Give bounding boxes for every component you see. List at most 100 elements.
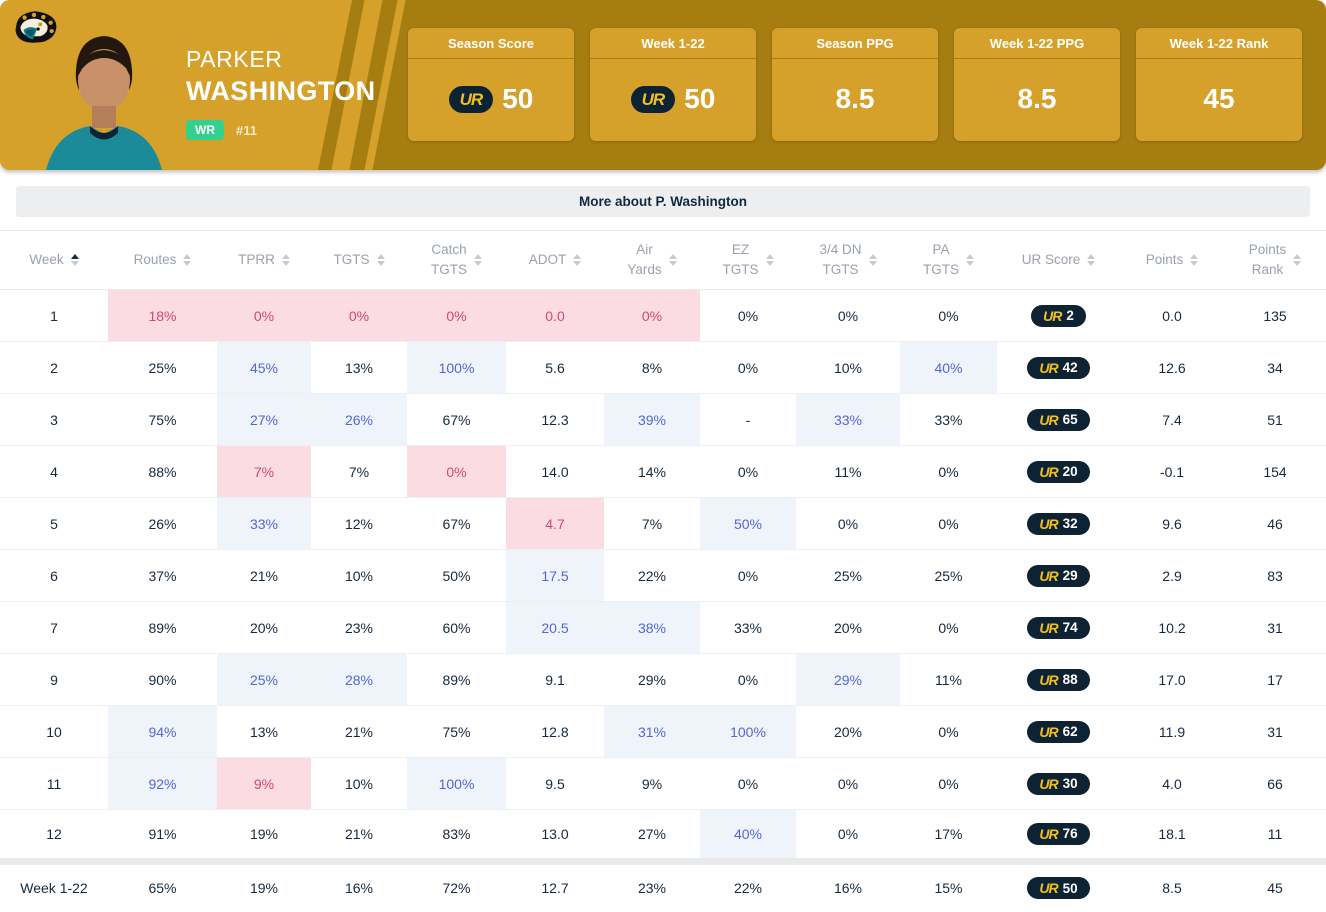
table-header-row: Week Routes TPRR TGTS Catch TGTS ADOT Air Yards E… [0, 230, 1326, 290]
cell-pa_tgts: 40% [900, 341, 997, 394]
cell-routes: 89% [108, 601, 217, 654]
player-header-banner: PARKER WASHINGTON WR #11 Season Score UR… [0, 0, 1326, 170]
ur-logo-icon: UR [1039, 359, 1058, 376]
cell-tgts: 12% [311, 497, 407, 550]
column-header-points_rank[interactable]: Points Rank [1224, 230, 1326, 290]
cell-tprr: 19% [217, 809, 311, 862]
cell-catch_tgts: 50% [407, 549, 506, 602]
column-header-tgts[interactable]: TGTS [311, 230, 407, 290]
cell-ur_score: UR 29 [997, 549, 1120, 602]
cell-air_yards: 14% [604, 445, 700, 498]
cell-adot: 0.0 [506, 289, 604, 342]
cell-catch_tgts: 100% [407, 757, 506, 810]
column-header-ez_tgts[interactable]: EZ TGTS [700, 230, 796, 290]
cell-tprr: 27% [217, 393, 311, 446]
cell-tgts: 13% [311, 341, 407, 394]
column-header-tprr[interactable]: TPRR [217, 230, 311, 290]
cell-pa_tgts: 0% [900, 445, 997, 498]
cell-tprr: 33% [217, 497, 311, 550]
column-header-pa_tgts[interactable]: PA TGTS [900, 230, 997, 290]
stat-card: Week 1-22 Rank 45 [1136, 28, 1302, 141]
cell-points_rank: 17 [1224, 653, 1326, 706]
sort-icon [966, 254, 974, 266]
sort-icon [1087, 254, 1096, 266]
cell-tgts: 7% [311, 445, 407, 498]
cell-points: 0.0 [1120, 289, 1224, 342]
column-header-routes[interactable]: Routes [108, 230, 217, 290]
cell-points_rank: 51 [1224, 393, 1326, 446]
cell-ez_tgts: 0% [700, 341, 796, 394]
ur-logo-icon: UR [1039, 880, 1058, 897]
cell-tprr: 21% [217, 549, 311, 602]
cell-ur_score: UR 50 [997, 858, 1120, 912]
ur-logo-icon: UR [1039, 826, 1058, 842]
sort-icon [474, 254, 482, 266]
cell-ur_score: UR 20 [997, 445, 1120, 498]
column-header-dn34_tgts[interactable]: 3/4 DN TGTS [796, 230, 900, 290]
cell-points_rank: 45 [1224, 858, 1326, 912]
stat-card-label: Season PPG [772, 28, 938, 59]
cell-week: 4 [0, 445, 108, 498]
cell-tgts: 21% [311, 809, 407, 862]
cell-routes: 25% [108, 341, 217, 394]
cell-points: 8.5 [1120, 858, 1224, 912]
ur-score-badge: UR 29 [1027, 564, 1090, 587]
cell-tgts: 16% [311, 858, 407, 912]
stat-card-label: Season Score [408, 28, 574, 59]
cell-ur_score: UR 30 [997, 757, 1120, 810]
jersey-number: #11 [236, 122, 257, 138]
stat-card-label: Week 1-22 Rank [1136, 28, 1302, 59]
column-header-week[interactable]: Week [0, 230, 108, 290]
cell-dn34_tgts: 0% [796, 497, 900, 550]
cell-dn34_tgts: 33% [796, 393, 900, 446]
cell-points: 10.2 [1120, 601, 1224, 654]
column-header-catch_tgts[interactable]: Catch TGTS [407, 230, 506, 290]
cell-week: 11 [0, 757, 108, 810]
ur-score-badge: UR 2 [1031, 304, 1086, 327]
ur-score-badge: UR 74 [1027, 616, 1090, 639]
sort-icon [1293, 254, 1302, 266]
player-first-name: PARKER [186, 46, 283, 72]
cell-tgts: 26% [311, 393, 407, 446]
ur-logo-icon: UR [1039, 671, 1058, 688]
cell-routes: 18% [108, 289, 217, 342]
stat-card: Season PPG 8.5 [772, 28, 938, 141]
cell-tprr: 20% [217, 601, 311, 654]
column-header-air_yards[interactable]: Air Yards [604, 230, 700, 290]
stat-card-number: 8.5 [835, 83, 875, 114]
cell-ur_score: UR 65 [997, 393, 1120, 446]
ur-logo-icon: UR [641, 89, 666, 109]
cell-adot: 12.7 [506, 858, 604, 912]
stat-card: Season Score UR 50 [408, 28, 574, 141]
table-row-week-2: 2 25% 45% 13% 100% 5.6 8% 0% 10% 40% UR 42 12.6 34 [0, 341, 1326, 394]
cell-points: 17.0 [1120, 653, 1224, 706]
ur-score-badge: UR 30 [1027, 772, 1090, 795]
column-header-points[interactable]: Points [1120, 230, 1224, 290]
stat-card-label: Week 1-22 PPG [954, 28, 1120, 59]
stat-card-value: UR 50 [408, 59, 574, 139]
ur-score-badge: UR 32 [1027, 512, 1090, 535]
cell-routes: 94% [108, 705, 217, 758]
stat-card-value: UR 50 [590, 59, 756, 139]
cell-catch_tgts: 67% [407, 497, 506, 550]
stat-card-number: 8.5 [1017, 83, 1057, 114]
table-row-week-10: 10 94% 13% 21% 75% 12.8 31% 100% 20% 0% UR 62 11.9 31 [0, 705, 1326, 758]
cell-ez_tgts: 0% [700, 549, 796, 602]
more-about-button[interactable]: More about P. Washington [16, 186, 1310, 217]
cell-pa_tgts: 0% [900, 757, 997, 810]
cell-pa_tgts: 0% [900, 705, 997, 758]
ur-logo-icon: UR [1039, 515, 1058, 532]
column-header-ur_score[interactable]: UR Score [997, 230, 1120, 290]
cell-points: 12.6 [1120, 341, 1224, 394]
cell-ur_score: UR 76 [997, 809, 1120, 862]
column-header-adot[interactable]: ADOT [506, 230, 604, 290]
ur-score-badge: UR 88 [1027, 668, 1090, 691]
cell-dn34_tgts: 11% [796, 445, 900, 498]
cell-pa_tgts: 0% [900, 289, 997, 342]
cell-catch_tgts: 0% [407, 289, 506, 342]
cell-air_yards: 39% [604, 393, 700, 446]
sort-icon [573, 254, 582, 266]
position-badge: WR [186, 120, 224, 140]
cell-air_yards: 22% [604, 549, 700, 602]
cell-ur_score: UR 32 [997, 497, 1120, 550]
